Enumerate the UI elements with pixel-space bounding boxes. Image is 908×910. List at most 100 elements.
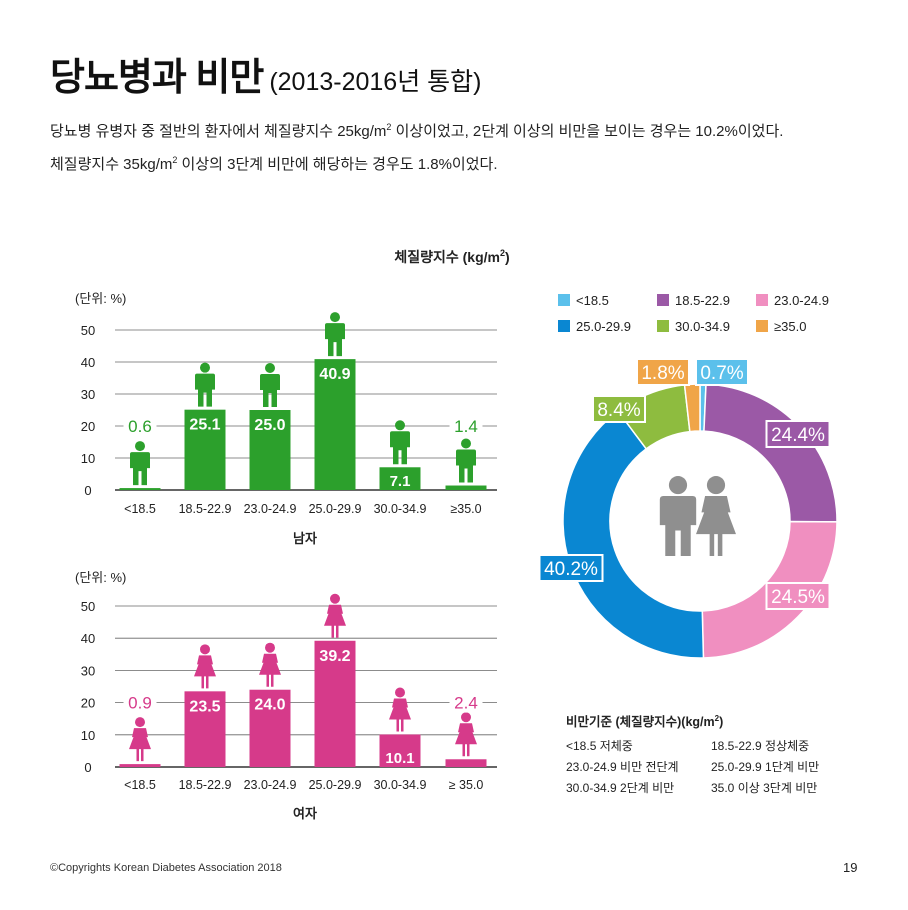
x-axis-label: 여자 <box>293 806 317 821</box>
criteria-item: <18.5 저체중 <box>566 739 633 753</box>
female-person-icon <box>696 476 736 556</box>
donut-label-box <box>592 395 646 423</box>
data-label: 40.9 <box>319 366 350 383</box>
donut-data-label: 8.4% <box>597 400 640 421</box>
label-backdrop <box>123 416 157 436</box>
legend-label: 18.5-22.9 <box>675 293 730 308</box>
legend-label: 25.0-29.9 <box>576 319 631 334</box>
legend: <18.5 18.5-22.9 23.0-24.9 25.0-29.9 30.0-34.… <box>558 293 829 334</box>
x-tick-label: ≥ 35.0 <box>449 778 484 792</box>
bar-25.0-29.9 <box>314 640 356 767</box>
y-tick-label: 30 <box>81 387 95 402</box>
donut-data-label: 40.2% <box>544 559 598 580</box>
donut-label-box <box>765 582 831 610</box>
donut-data-label: 24.4% <box>771 425 825 446</box>
male-person-icon <box>659 476 697 556</box>
legend-label: <18.5 <box>576 293 609 308</box>
label-backdrop <box>449 692 483 713</box>
legend-label: ≥35.0 <box>774 319 806 334</box>
legend-swatch <box>657 320 669 332</box>
bmi-donut-chart: 0.7% 24.4% 24.5% 40.2% 8.4%1.8% <box>538 358 838 659</box>
y-tick-label: 20 <box>81 696 95 711</box>
person-icon <box>130 441 150 486</box>
data-label: 1.4 <box>454 417 478 436</box>
bar-≥35.0 <box>445 485 487 490</box>
legend-swatch <box>756 320 768 332</box>
criteria-item: 18.5-22.9 정상체중 <box>711 739 809 753</box>
x-tick-label: 18.5-22.9 <box>179 502 232 516</box>
page-number: 19 <box>843 860 858 875</box>
data-label: 0.9 <box>128 694 152 713</box>
description-line-2: 체질량지수 35kg/m2 이상의 3단계 비만에 해당하는 경우도 1.8%이… <box>50 146 880 179</box>
bar-23.0-24.9 <box>249 410 291 490</box>
person-icon <box>324 593 346 638</box>
bar-18.5-22.9 <box>184 691 226 767</box>
x-tick-label: 25.0-29.9 <box>309 778 362 792</box>
data-label: 23.5 <box>189 698 220 715</box>
label-backdrop <box>123 692 157 713</box>
description: 당뇨병 유병자 중 절반의 환자에서 체질량지수 25kg/m2 이상이었고, … <box>50 113 880 179</box>
person-icon <box>194 644 216 689</box>
person-icon <box>259 642 281 687</box>
y-tick-label: 40 <box>81 631 95 646</box>
criteria-item: 30.0-34.9 2단계 비만 <box>566 781 674 795</box>
donut-data-label: 1.8% <box>641 363 684 384</box>
desc-sup: 2 <box>172 155 178 165</box>
donut-data-label: 0.7% <box>700 363 743 384</box>
bar-25.0-29.9 <box>314 359 356 490</box>
data-label: 24.0 <box>254 697 285 714</box>
desc-text: 체질량지수 35kg/m <box>50 156 173 173</box>
x-tick-label: 23.0-24.9 <box>244 778 297 792</box>
criteria-item: 23.0-24.9 비만 전단계 <box>566 760 679 774</box>
y-tick-label: 10 <box>81 451 95 466</box>
data-label: 0.6 <box>128 417 152 436</box>
x-tick-label: 30.0-34.9 <box>374 778 427 792</box>
legend-swatch <box>558 320 570 332</box>
person-icon <box>129 717 151 762</box>
donut-label-box <box>765 420 831 448</box>
bmi-heading: 체질량지수 (kg/m2) <box>394 248 509 265</box>
data-label: 39.2 <box>319 648 350 665</box>
y-tick-label: 40 <box>81 355 95 370</box>
x-tick-label: 18.5-22.9 <box>179 778 232 792</box>
legend-swatch <box>558 294 570 306</box>
y-tick-label: 20 <box>81 419 95 434</box>
copyright: ©Copyrights Korean Diabetes Association … <box>50 862 282 874</box>
female-bar-chart: (단위: %) 0 10 20 30 40 50 0.9 <18.5 23.5 18.5-22.9 2… <box>75 570 497 821</box>
description-line-1: 당뇨병 유병자 중 절반의 환자에서 체질량지수 25kg/m2 이상이었고, … <box>50 113 880 146</box>
bar-≥ 35.0 <box>445 759 487 767</box>
unit-label: (단위: %) <box>75 291 126 306</box>
obesity-criteria: 비만기준 (체질량지수)(kg/m2) <18.5 저체중 18.5-22.9 정상… <box>566 714 819 795</box>
x-tick-label: 25.0-29.9 <box>309 502 362 516</box>
x-axis-label: 남자 <box>293 531 317 546</box>
legend-swatch <box>657 294 669 306</box>
desc-sup: 2 <box>386 122 392 132</box>
bar-<18.5 <box>119 488 161 490</box>
person-icon <box>389 687 411 732</box>
criteria-item: 25.0-29.9 1단계 비만 <box>711 760 819 774</box>
data-label: 7.1 <box>390 473 411 490</box>
x-tick-label: ≥35.0 <box>450 502 481 516</box>
y-tick-label: 30 <box>81 663 95 678</box>
criteria-title: 비만기준 (체질량지수)(kg/m2) <box>566 714 723 729</box>
desc-text: 당뇨병 유병자 중 절반의 환자에서 체질량지수 25kg/m <box>50 123 387 140</box>
person-icon <box>455 712 477 757</box>
bar-<18.5 <box>119 764 161 767</box>
donut-label-box <box>695 358 749 386</box>
bar-30.0-34.9 <box>379 734 421 767</box>
y-tick-label: 50 <box>81 599 95 614</box>
bar-30.0-34.9 <box>379 467 421 490</box>
legend-swatch <box>756 294 768 306</box>
x-tick-label: 30.0-34.9 <box>374 502 427 516</box>
legend-label: 30.0-34.9 <box>675 319 730 334</box>
y-tick-label: 50 <box>81 323 95 338</box>
data-label: 25.0 <box>254 417 285 434</box>
x-tick-label: 23.0-24.9 <box>244 502 297 516</box>
title-subtitle: (2013-2016년 통합) <box>269 68 482 96</box>
legend-label: 23.0-24.9 <box>774 293 829 308</box>
donut-label-box <box>636 358 690 386</box>
unit-label: (단위: %) <box>75 570 126 585</box>
person-icon <box>390 420 410 465</box>
x-tick-label: <18.5 <box>124 778 156 792</box>
